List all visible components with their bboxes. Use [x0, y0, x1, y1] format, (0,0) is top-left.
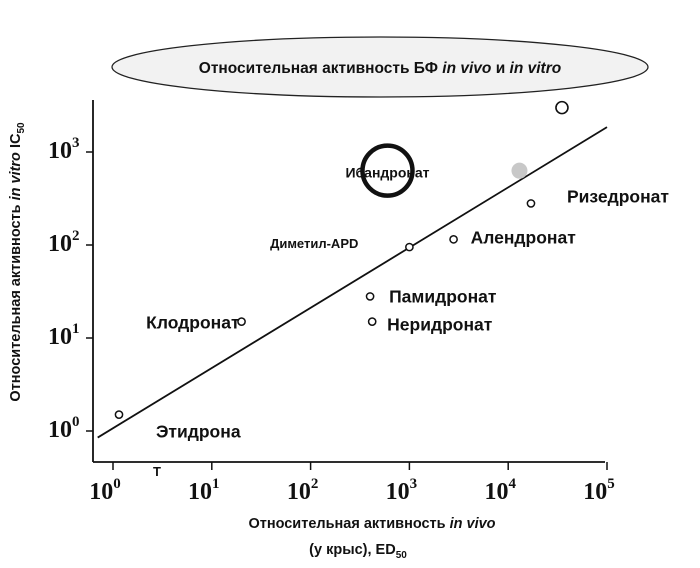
- point-label: Этидрона: [156, 422, 241, 442]
- y-tick-label: 101: [48, 321, 80, 350]
- axes: [92, 100, 605, 463]
- data-point: [449, 235, 458, 244]
- data-point: [237, 317, 246, 326]
- x-tick-label: 101: [188, 476, 220, 505]
- data-point: [405, 242, 414, 252]
- point-labels: Этидрона Клодронат Памидронат Неридронат Дим…: [146, 165, 669, 442]
- point-label: Клодронат: [146, 313, 240, 333]
- data-point: [367, 317, 377, 326]
- x-tick-label: 104: [484, 476, 516, 505]
- data-point: [511, 162, 528, 179]
- point-label: Диметил-APD: [270, 236, 358, 251]
- x-tick-label: 105: [583, 476, 615, 505]
- fit-line: [97, 126, 608, 439]
- x-ticks: 100 101 102 103 104 105: [89, 462, 615, 505]
- data-point: [526, 199, 536, 208]
- x-axis-title-line1: Относительная активность in vivo: [248, 516, 495, 532]
- x-tick-label: 103: [386, 476, 418, 505]
- data-point: [114, 410, 124, 419]
- y-tick-label: 102: [48, 228, 80, 257]
- x-tick-label: 102: [287, 476, 319, 505]
- points: [114, 100, 569, 419]
- point-label: Ризедронат: [567, 186, 669, 206]
- x-axis-title-line2: (у крыс), ED50: [309, 542, 407, 561]
- x-tick-label: 100: [89, 476, 121, 505]
- y-tick-label: 100: [48, 414, 80, 443]
- annotation-t: T: [153, 464, 161, 479]
- y-ticks: 100 101 102 103: [48, 135, 93, 443]
- y-axis-title: Относительная активность in vitro IC50: [8, 122, 27, 402]
- title-ellipse: [111, 36, 649, 98]
- data-point: [555, 100, 569, 115]
- point-label: Памидронат: [389, 286, 497, 306]
- y-tick-label: 103: [48, 135, 80, 164]
- point-label: Ибандронат: [345, 165, 429, 181]
- point-label: Неридронат: [387, 315, 493, 335]
- data-point: [360, 143, 415, 198]
- point-label: Алендронат: [471, 227, 577, 247]
- chart-title: Относительная активность БФ in vivo и in…: [199, 60, 561, 77]
- data-point: [365, 292, 375, 301]
